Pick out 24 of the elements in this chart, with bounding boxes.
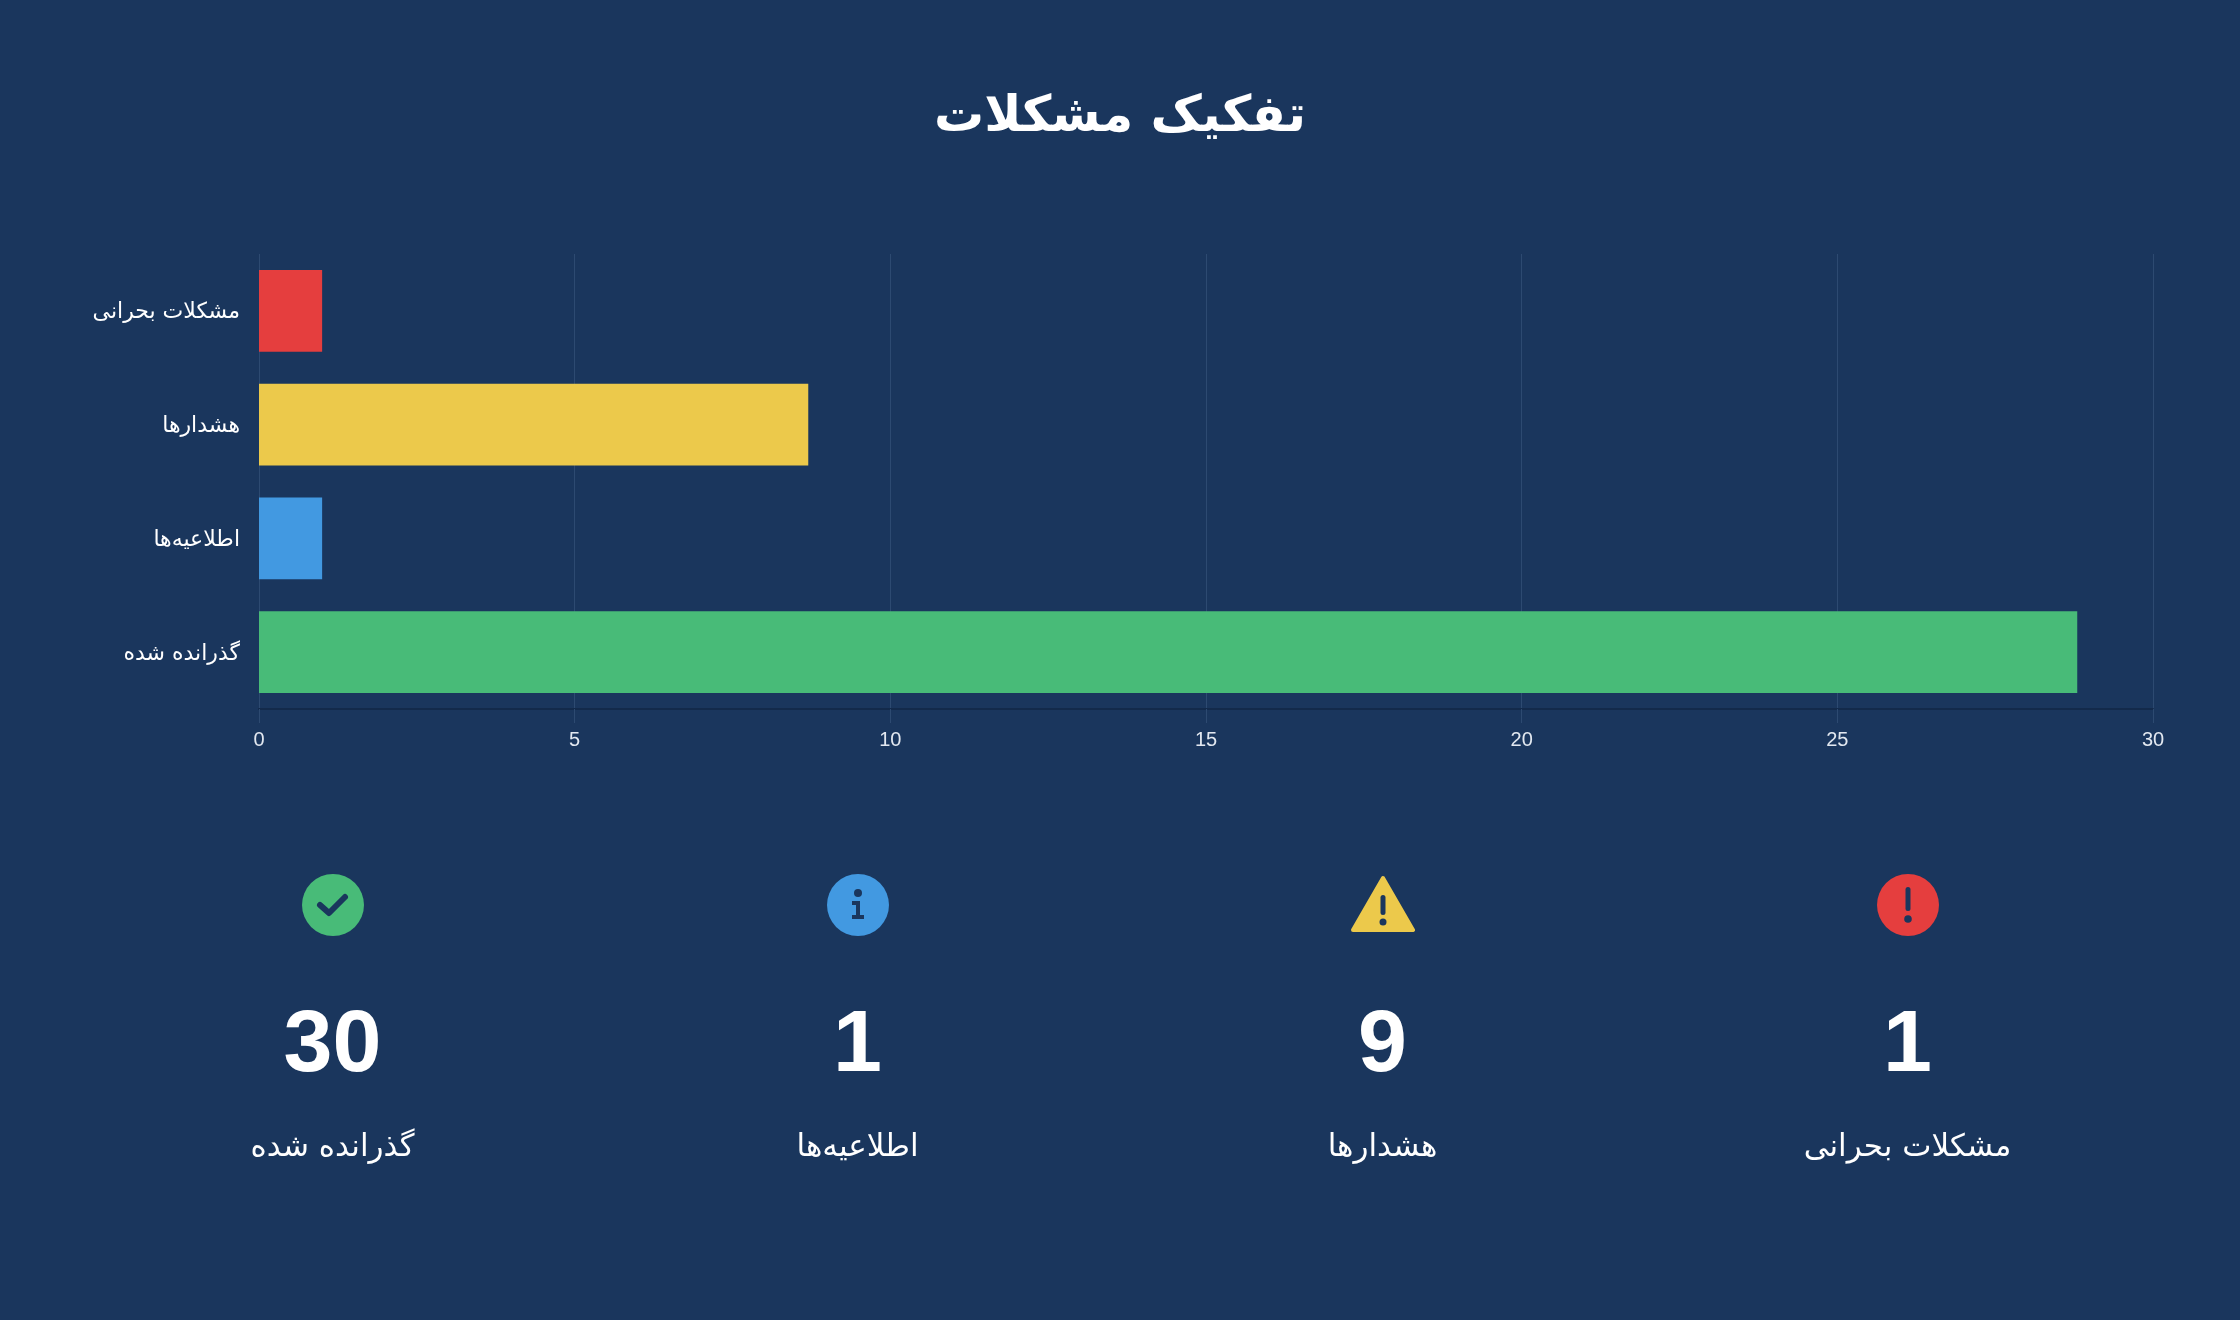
y-tick-label: گذرانده شده — [123, 639, 241, 665]
bar — [259, 269, 323, 352]
y-tick-label: مشکلات بحرانی — [92, 298, 240, 324]
x-tick-label: 0 — [253, 728, 265, 750]
y-tick-label: هشدارها — [162, 412, 240, 438]
category-label: اطلاعیه‌ها — [795, 1126, 920, 1165]
x-tick-label: 5 — [569, 728, 581, 750]
x-tick-label: 10 — [879, 728, 902, 750]
y-tick-label: اطلاعیه‌ها — [153, 525, 240, 551]
bar — [259, 497, 323, 580]
chart-title: تفکیک مشکلات — [934, 85, 1306, 143]
x-tick-label: 30 — [2141, 728, 2165, 750]
category-label: هشدارها — [1326, 1126, 1439, 1165]
data-label: 9 — [1357, 991, 1408, 1090]
x-tick-label: 25 — [1826, 728, 1849, 750]
category-label: گذرانده شده — [249, 1126, 416, 1165]
data-label: 1 — [832, 991, 883, 1090]
bar — [259, 611, 2078, 694]
x-tick-label: 20 — [1510, 728, 1533, 750]
x-tick-label: 15 — [1194, 728, 1218, 750]
category-label: مشکلات بحرانی — [1802, 1126, 2013, 1165]
data-label: 30 — [282, 991, 383, 1090]
data-label: 1 — [1882, 991, 1933, 1090]
bar — [259, 383, 809, 466]
